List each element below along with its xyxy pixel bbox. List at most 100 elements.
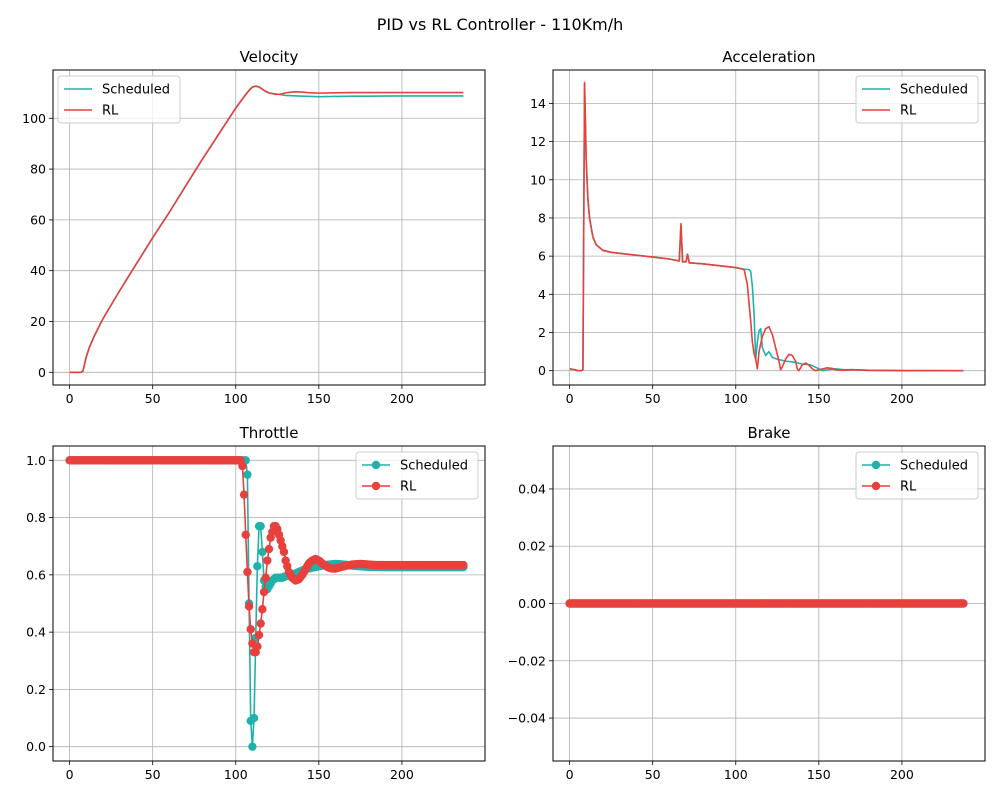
- throttle-x-tick-label: 0: [66, 767, 74, 782]
- brake-legend-box: [855, 451, 979, 500]
- velocity-x-tick-label: 200: [390, 391, 414, 406]
- brake-rl-point: [959, 599, 968, 608]
- throttle-legend: Scheduled RL: [355, 451, 479, 500]
- acceleration-y-tick-label: 6: [538, 249, 546, 264]
- brake-x-tick-label: 200: [890, 767, 914, 782]
- throttle-y-tick-label: 0.4: [26, 625, 46, 640]
- brake-x-tick-label: 50: [645, 767, 661, 782]
- throttle-rl-point: [258, 605, 267, 614]
- throttle-rl-point: [244, 602, 254, 611]
- brake-y-tick-label: 0.02: [518, 539, 546, 554]
- brake-x-tick-label: 0: [566, 767, 574, 782]
- throttle-x-tick-label: 100: [224, 767, 248, 782]
- throttle-rl-point: [238, 461, 247, 471]
- brake-subplot: Brake 0 50 100 150 200 −0.04 −0.02 0.00 0.02 0.04 S…: [508, 424, 986, 782]
- throttle-y-tick-label: 0.8: [26, 510, 46, 525]
- acceleration-y-tick-label: 12: [530, 134, 546, 149]
- throttle-legend-scheduled-marker: [371, 460, 381, 470]
- velocity-title: Velocity: [240, 48, 299, 66]
- throttle-legend-rl-label: RL: [400, 480, 417, 495]
- brake-axes-frame: [552, 445, 986, 762]
- throttle-x-tick-label: 200: [390, 767, 414, 782]
- brake-title: Brake: [747, 424, 790, 442]
- brake-legend-rl-marker: [871, 481, 881, 491]
- throttle-x-tick-label: 50: [145, 767, 161, 782]
- velocity-x-tick-label: 100: [224, 391, 248, 406]
- velocity-y-tick-label: 80: [30, 162, 46, 177]
- throttle-scheduled-point: [243, 470, 252, 479]
- throttle-legend-scheduled-label: Scheduled: [400, 459, 468, 474]
- velocity-axes-frame: [52, 69, 486, 386]
- acceleration-y-tick-label: 8: [538, 210, 546, 225]
- acceleration-y-tick-label: 10: [530, 172, 546, 187]
- throttle-scheduled-point: [253, 562, 262, 571]
- throttle-rl-point: [243, 567, 252, 577]
- throttle-y-tick-label: 0.6: [26, 567, 46, 582]
- velocity-legend-box: [57, 75, 181, 124]
- velocity-legend-rl-label: RL: [102, 104, 119, 119]
- velocity-y-tick-label: 40: [30, 263, 46, 278]
- velocity-x-tick-label: 150: [307, 391, 331, 406]
- throttle-scheduled-point: [258, 547, 267, 557]
- throttle-rl-point: [279, 547, 289, 557]
- throttle-scheduled-point: [249, 713, 259, 723]
- acceleration-y-tick-label: 0: [538, 363, 546, 378]
- acceleration-legend-box: [855, 75, 979, 124]
- acceleration-x-tick-label: 50: [645, 391, 661, 406]
- acceleration-title: Acceleration: [722, 48, 815, 66]
- acceleration-x-tick-label: 150: [807, 391, 831, 406]
- throttle-rl-point: [239, 490, 249, 499]
- throttle-rl-point: [253, 642, 262, 651]
- acceleration-legend-scheduled-label: Scheduled: [900, 83, 968, 98]
- throttle-scheduled-point: [248, 742, 257, 751]
- acceleration-subplot: Acceleration 0 50 100 150 200 0 2 4 6 8 10 12 14 Sched…: [530, 48, 986, 406]
- figure-suptitle: PID vs RL Controller - 110Km/h: [377, 15, 624, 34]
- brake-y-tick-label: −0.02: [508, 653, 546, 668]
- brake-legend: Scheduled RL: [855, 451, 979, 500]
- throttle-title: Throttle: [239, 424, 299, 442]
- brake-legend-scheduled-label: Scheduled: [900, 459, 968, 474]
- brake-y-tick-label: 0.00: [518, 596, 546, 611]
- throttle-rl-point: [256, 619, 265, 628]
- acceleration-legend: Scheduled RL: [855, 75, 979, 124]
- throttle-legend-rl-marker: [371, 481, 381, 491]
- acceleration-y-tick-label: 2: [538, 325, 546, 340]
- throttle-rl-point: [264, 544, 274, 554]
- throttle-scheduled-point: [256, 521, 265, 531]
- brake-y-tick-label: −0.04: [508, 711, 546, 726]
- velocity-x-tick-label: 50: [145, 391, 161, 406]
- throttle-legend-box: [355, 451, 479, 500]
- acceleration-plot-area: [569, 81, 964, 372]
- throttle-rl-point: [261, 573, 270, 582]
- throttle-rl-point: [241, 530, 250, 539]
- brake-legend-scheduled-marker: [871, 460, 881, 470]
- acceleration-rl-line: [569, 81, 964, 372]
- velocity-rl-line: [69, 85, 464, 374]
- throttle-rl-point: [459, 560, 468, 570]
- throttle-rl-point: [259, 587, 269, 597]
- throttle-plot-area: [65, 456, 468, 751]
- throttle-rl-point: [246, 625, 255, 634]
- brake-plot-area: [565, 599, 968, 608]
- throttle-y-tick-label: 0.2: [26, 682, 46, 697]
- velocity-y-tick-label: 100: [22, 111, 46, 126]
- velocity-y-tick-label: 20: [30, 314, 46, 329]
- acceleration-y-tick-label: 4: [538, 287, 546, 302]
- throttle-y-tick-label: 0.0: [26, 739, 46, 754]
- brake-x-tick-label: 100: [724, 767, 748, 782]
- velocity-y-tick-label: 0: [38, 365, 46, 380]
- throttle-rl-point: [263, 556, 272, 565]
- acceleration-x-tick-label: 0: [566, 391, 574, 406]
- throttle-x-tick-label: 150: [307, 767, 331, 782]
- velocity-x-tick-label: 0: [66, 391, 74, 406]
- acceleration-legend-rl-label: RL: [900, 104, 917, 119]
- acceleration-y-tick-label: 14: [530, 96, 546, 111]
- acceleration-x-tick-label: 200: [890, 391, 914, 406]
- velocity-subplot: Velocity 0 50 100 150 200 0 20 40 60 80 100 Schedule…: [22, 48, 486, 406]
- throttle-axes-frame: [52, 445, 486, 762]
- acceleration-x-tick-label: 100: [724, 391, 748, 406]
- velocity-legend-scheduled-label: Scheduled: [102, 83, 170, 98]
- throttle-rl-point: [254, 630, 264, 640]
- acceleration-axes-frame: [552, 69, 986, 386]
